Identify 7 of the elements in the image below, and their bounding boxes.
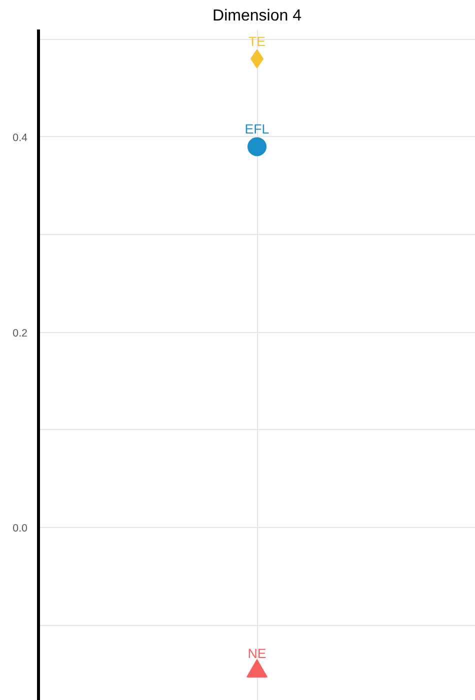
text: 0.0	[12, 522, 28, 535]
y-tick-label: 0.4	[12, 132, 28, 144]
chart-title: Dimension 4	[212, 8, 302, 24]
series-label: EFL	[244, 122, 270, 137]
series-label: NE	[248, 646, 266, 662]
y-tick-label: 0.2	[12, 327, 28, 340]
series-label: TE	[248, 34, 266, 49]
